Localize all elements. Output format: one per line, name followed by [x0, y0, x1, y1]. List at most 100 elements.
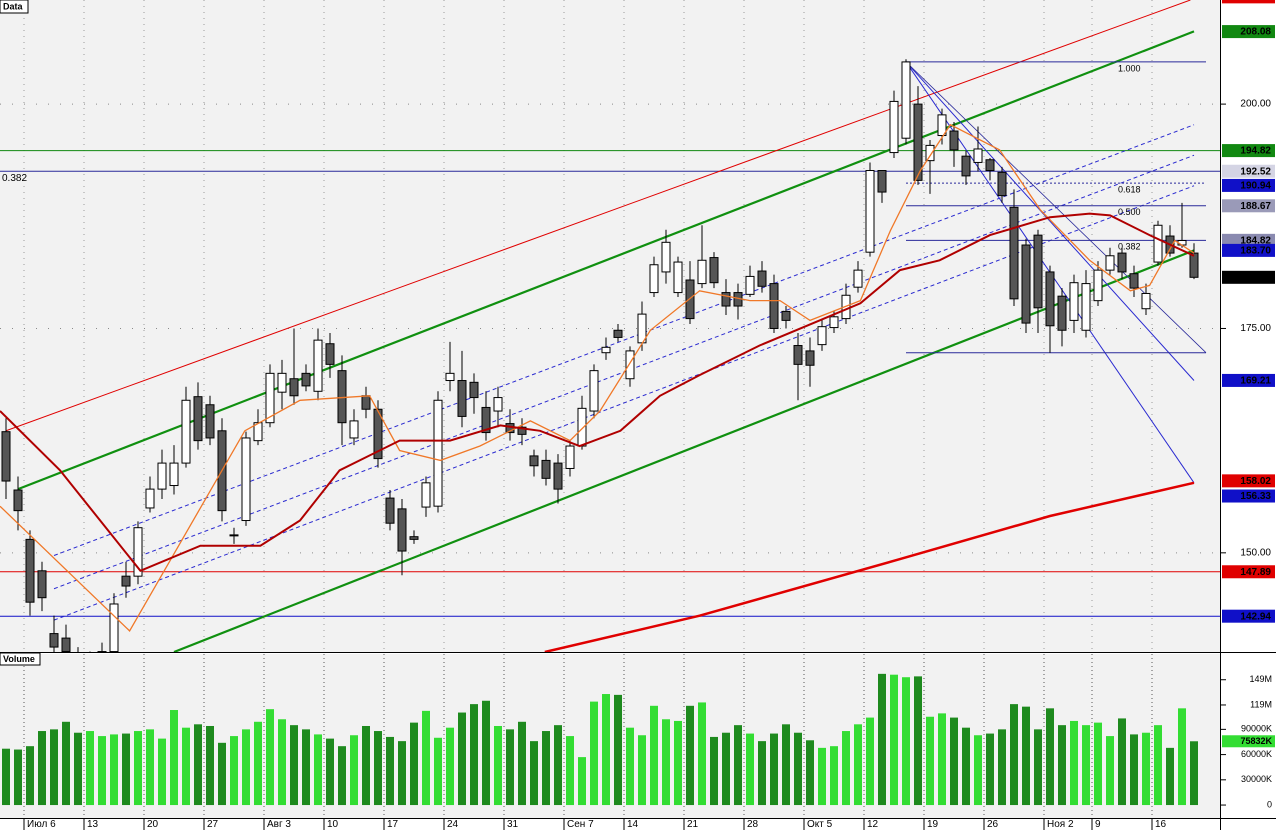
candle-body	[409, 536, 419, 540]
candle-body	[925, 144, 935, 162]
volume-bar	[1010, 704, 1018, 806]
candle-body	[169, 462, 179, 487]
volume-bar	[182, 727, 190, 806]
candle-body	[205, 404, 215, 439]
volume-bar	[470, 704, 478, 806]
volume-bar	[950, 717, 958, 806]
volume-bar	[962, 727, 970, 806]
x-tick-label: 19	[927, 819, 939, 830]
volume-bar	[986, 733, 994, 806]
candle-body	[673, 261, 683, 294]
candle-body	[157, 462, 167, 490]
x-tick-label: 16	[1155, 819, 1167, 830]
volume-bar	[614, 694, 622, 806]
candle-body	[61, 637, 71, 652]
volume-bar	[206, 725, 214, 806]
level-tag-label: 194.82	[1240, 146, 1271, 157]
level-tag-label: 190.94	[1240, 181, 1271, 192]
candle-body	[601, 346, 611, 354]
x-tick-label: 13	[87, 819, 99, 830]
moving-average	[544, 481, 1195, 652]
volume-bar	[2, 748, 10, 806]
candle-body	[1189, 252, 1199, 278]
candle-body	[865, 170, 875, 253]
candle-body	[973, 148, 983, 163]
x-tick-label: 24	[447, 819, 459, 830]
level-tag-label: 183.70	[1240, 246, 1271, 257]
volume-bar	[1070, 720, 1078, 806]
volume-bar	[122, 733, 130, 806]
x-tick-label: Авг 3	[267, 819, 291, 830]
candle-body	[493, 397, 503, 412]
volume-bar	[1130, 734, 1138, 806]
candle-body	[37, 570, 47, 599]
fib-label: 0.618	[1118, 184, 1141, 194]
x-tick-label: Ноя 2	[1047, 819, 1074, 830]
candle-body	[1, 431, 11, 482]
volume-bar	[554, 725, 562, 806]
price-plot: 0.382 1.000 0.618 0.500 0.382	[0, 0, 1220, 652]
candle-body	[241, 437, 251, 522]
candle-body	[313, 339, 323, 392]
candle-body	[1153, 224, 1163, 263]
volume-bar	[290, 725, 298, 806]
candle-body	[97, 651, 107, 652]
level-tag-label: 211.95	[1241, 0, 1271, 3]
volume-bar	[506, 729, 514, 806]
volume-bar	[794, 732, 802, 806]
candle-body	[877, 170, 887, 193]
candle-body	[349, 420, 359, 439]
level-tag-label: 188.67	[1240, 201, 1271, 212]
volume-bar	[878, 673, 886, 806]
level-tag-label: 208.08	[1240, 27, 1271, 38]
volume-bar	[458, 712, 466, 806]
volume-bar	[1118, 718, 1126, 806]
fib-label: 0.500	[1118, 207, 1141, 217]
x-tick-label: Сен 7	[567, 819, 594, 830]
candle-body	[373, 408, 383, 460]
candle-body	[337, 370, 347, 424]
volume-bar	[542, 731, 550, 806]
trend-line	[53, 185, 1195, 621]
x-tick-label: 9	[1095, 819, 1101, 830]
volume-bar	[74, 732, 82, 806]
x-tick-label: 26	[987, 819, 999, 830]
volume-bar	[710, 736, 718, 806]
volume-y-tick-label: 149M	[1249, 674, 1272, 684]
volume-bar	[686, 705, 694, 806]
x-tick-label: 12	[867, 819, 879, 830]
volume-bar	[938, 713, 946, 806]
candle-body	[1009, 206, 1019, 300]
x-tick-label: 27	[207, 819, 219, 830]
level-tag	[1222, 609, 1275, 623]
candle-body	[985, 159, 995, 172]
candle-body	[781, 310, 791, 321]
y-tick-label: 200.00	[1240, 99, 1271, 110]
volume-bar	[134, 731, 142, 806]
volume-bar	[578, 757, 586, 806]
volume-bar	[1022, 706, 1030, 806]
volume-bar	[830, 746, 838, 806]
level-tag-label: 147.89	[1240, 567, 1271, 578]
volume-bar	[806, 740, 814, 806]
level-tag	[1222, 25, 1275, 39]
candle-body	[397, 508, 407, 552]
candle-body	[1093, 269, 1103, 302]
volume-bar	[1046, 708, 1054, 806]
volume-bar	[278, 719, 286, 806]
candle-body	[13, 489, 23, 512]
candle-body	[193, 396, 203, 442]
candle-body	[421, 482, 431, 508]
candle-body	[133, 527, 143, 577]
volume-bar	[194, 724, 202, 806]
volume-bar	[230, 736, 238, 806]
volume-bar	[926, 716, 934, 806]
candle-body	[49, 633, 59, 648]
volume-bar	[674, 720, 682, 806]
fib-label: 1.000	[1118, 63, 1141, 73]
price-pane	[0, 0, 1220, 652]
volume-bar	[350, 735, 358, 806]
candle-body	[625, 350, 635, 380]
volume-last-tag	[1222, 735, 1275, 748]
candle-body	[277, 372, 287, 393]
